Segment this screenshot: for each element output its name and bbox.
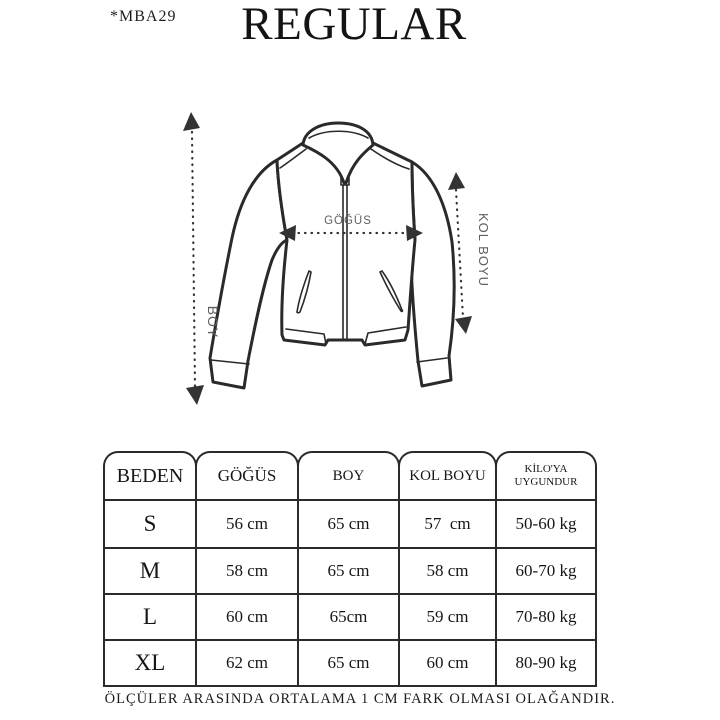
- column-header-kol-boyu: KOL BOYU: [398, 451, 497, 499]
- arrow-up-icon: [183, 112, 200, 131]
- column-header-gogus: GÖĞÜS: [195, 451, 299, 499]
- column-header-kilo: KİLO'YA UYGUNDUR: [495, 451, 597, 499]
- length-cell: 65 cm: [299, 549, 400, 593]
- jacket-hem-band: [285, 326, 407, 345]
- table-row-l: L 60 cm 65cm 59 cm 70-80 kg: [105, 593, 595, 639]
- chest-measure-arrow: GÖĞÜS: [279, 214, 423, 241]
- page-title: REGULAR: [241, 0, 467, 50]
- sleeve-cell: 59 cm: [400, 595, 497, 639]
- jacket-collar-rib-line: [308, 130, 369, 139]
- sleeve-cell: 60 cm: [400, 641, 497, 685]
- length-cell: 65 cm: [299, 501, 400, 547]
- sleeve-cell: 58 cm: [400, 549, 497, 593]
- length-measure-arrow: BOY: [183, 112, 221, 405]
- size-cell: XL: [105, 641, 197, 685]
- arrow-down-icon: [455, 316, 472, 334]
- jacket-right-sleeve: [409, 160, 456, 388]
- table-row-s: S 56 cm 65 cm 57 cm 50-60 kg: [105, 501, 595, 547]
- jacket-right-pocket: [379, 270, 404, 313]
- table-row-xl: XL 62 cm 65 cm 60 cm 80-90 kg: [105, 639, 595, 685]
- chest-label: GÖĞÜS: [324, 214, 372, 227]
- size-table-header: BEDEN GÖĞÜS BOY KOL BOYU KİLO'YA UYGUNDU…: [103, 451, 597, 499]
- size-cell: M: [105, 549, 197, 593]
- jacket-drawing: BOY KOL BOYU GÖĞÜS: [183, 112, 491, 405]
- weight-cell: 80-90 kg: [515, 653, 577, 672]
- chest-cell: 62 cm: [197, 641, 299, 685]
- chest-cell: 60 cm: [197, 595, 299, 639]
- column-header-boy: BOY: [297, 451, 400, 499]
- arrow-down-icon: [186, 385, 204, 405]
- chest-cell: 56 cm: [197, 501, 299, 547]
- jacket-left-sleeve: [208, 158, 289, 390]
- length-cell: 65cm: [299, 595, 400, 639]
- sleeve-cell: 57 cm: [400, 501, 497, 547]
- arrow-left-icon: [279, 225, 296, 241]
- size-table: BEDEN GÖĞÜS BOY KOL BOYU KİLO'YA UYGUNDU…: [103, 451, 597, 687]
- jacket-zipper: [342, 184, 348, 341]
- size-table-body: S 56 cm 65 cm 57 cm 50-60 kg M 58 cm 65 …: [103, 499, 597, 687]
- jacket-left-pocket: [296, 270, 312, 314]
- jacket-left-cuff-line: [210, 359, 250, 365]
- jacket-right-cuff-line: [416, 357, 448, 363]
- measurement-disclaimer: ÖLÇÜLER ARASINDA ORTALAMA 1 CM FARK OLMA…: [104, 691, 616, 707]
- table-row-m: M 58 cm 65 cm 58 cm 60-70 kg: [105, 547, 595, 593]
- arrow-right-icon: [406, 225, 423, 241]
- size-cell: S: [105, 501, 197, 547]
- product-code: *MBA29: [110, 8, 177, 25]
- column-header-beden: BEDEN: [103, 451, 197, 499]
- sleeve-measure-arrow: KOL BOYU: [448, 172, 491, 334]
- arrow-up-icon: [448, 172, 465, 190]
- weight-cell: 70-80 kg: [515, 607, 577, 626]
- jacket-measurement-diagram: BOY KOL BOYU GÖĞÜS: [160, 90, 500, 410]
- chest-cell: 58 cm: [197, 549, 299, 593]
- weight-cell: 50-60 kg: [515, 514, 577, 533]
- size-cell: L: [105, 595, 197, 639]
- length-cell: 65 cm: [299, 641, 400, 685]
- jacket-collar: [301, 121, 375, 185]
- weight-cell: 60-70 kg: [515, 561, 577, 580]
- sleeve-label: KOL BOYU: [476, 213, 491, 287]
- jacket-shoulder-seams: [279, 148, 410, 170]
- length-label: BOY: [205, 306, 221, 339]
